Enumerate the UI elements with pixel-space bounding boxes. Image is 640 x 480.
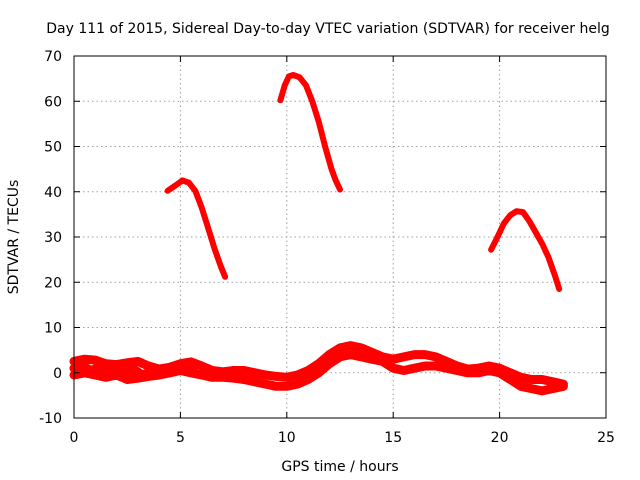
y-axis-label: SDTVAR / TECUs: [6, 180, 22, 295]
y-tick-label: 0: [53, 366, 62, 382]
x-tick-label: 5: [176, 430, 185, 446]
y-tick-label: 30: [44, 230, 62, 246]
y-tick-label: 20: [44, 275, 62, 291]
y-tick-labels: -10 0 10 20 30 40 50 60 70: [39, 49, 62, 427]
x-tick-label: 10: [278, 430, 296, 446]
y-tick-label: 70: [44, 49, 62, 65]
chart-title: Day 111 of 2015, Sidereal Day-to-day VTE…: [46, 21, 609, 37]
series-low-band-mid: [69, 361, 198, 380]
y-tick-label: 50: [44, 140, 62, 156]
series-arc-2: [277, 72, 343, 193]
x-tick-label: 0: [70, 430, 79, 446]
x-tick-labels: 0 5 10 15 20 25: [70, 430, 615, 446]
x-tick-label: 25: [597, 430, 615, 446]
y-tick-label: 10: [44, 321, 62, 337]
series-group: [69, 72, 568, 396]
series-arc-3: [488, 208, 563, 292]
x-tick-label: 15: [384, 430, 402, 446]
y-tick-label: -10: [39, 411, 62, 427]
x-axis-label: GPS time / hours: [281, 459, 398, 475]
x-tick-label: 20: [491, 430, 509, 446]
y-tick-label: 40: [44, 185, 62, 201]
axis-ticks: [73, 55, 607, 419]
y-tick-label: 60: [44, 94, 62, 110]
series-arc-1: [164, 177, 229, 280]
